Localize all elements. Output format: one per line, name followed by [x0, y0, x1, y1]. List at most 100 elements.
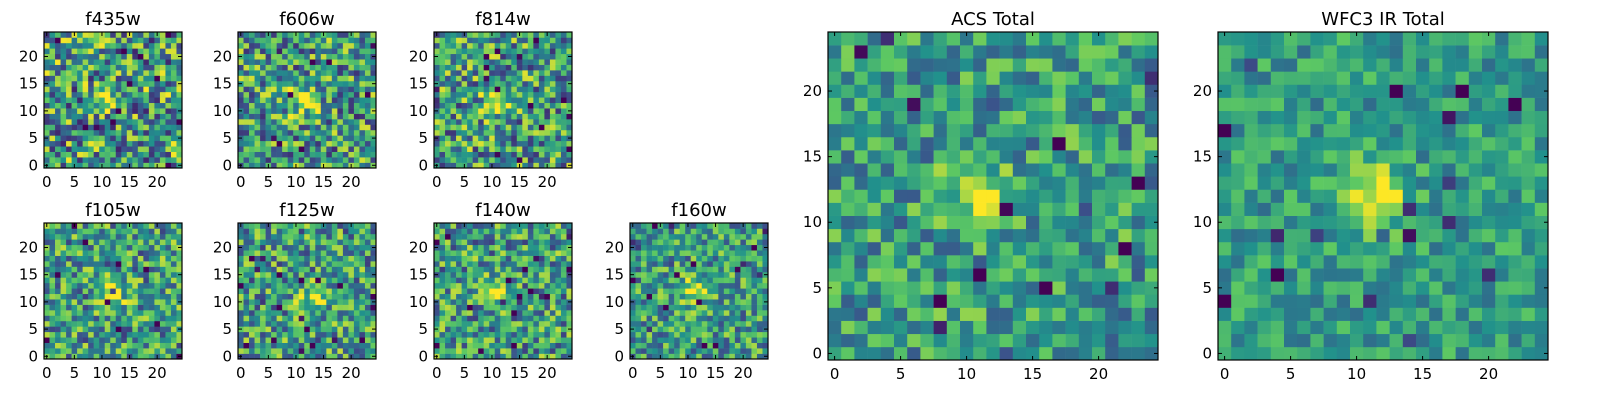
heatmap-cell — [99, 255, 106, 262]
heatmap-cell — [544, 331, 551, 338]
heatmap-cell — [309, 250, 316, 256]
heatmap-cell — [44, 261, 50, 267]
heatmap-cell — [516, 228, 523, 235]
heatmap-cell — [115, 151, 122, 158]
heatmap-cell — [544, 48, 551, 55]
heatmap-cell — [342, 271, 349, 278]
heatmap-cell — [121, 140, 128, 147]
heatmap-cell — [696, 244, 703, 251]
heatmap-cell — [359, 70, 366, 76]
heatmap-cell — [657, 233, 664, 240]
heatmap-cell — [77, 239, 83, 246]
heatmap-cell — [110, 48, 117, 55]
heatmap-cell — [238, 250, 244, 256]
heatmap-cell — [538, 326, 545, 333]
heatmap-cell — [756, 326, 763, 333]
heatmap-cell — [110, 255, 117, 262]
heatmap-cell — [707, 342, 714, 349]
heatmap-cell — [348, 228, 355, 235]
heatmap-cell — [685, 337, 692, 343]
heatmap-cell — [121, 146, 128, 152]
heatmap-cell — [154, 91, 161, 98]
heatmap-cell — [77, 102, 83, 109]
heatmap-cell — [663, 326, 669, 333]
heatmap-cell — [478, 282, 484, 289]
heatmap-cell — [1105, 189, 1119, 203]
heatmap-cell — [298, 113, 305, 120]
heatmap-cell — [320, 146, 327, 152]
heatmap-cell — [55, 113, 61, 120]
heatmap-cell — [254, 239, 261, 246]
heatmap-cell — [933, 255, 948, 269]
heatmap-cell — [439, 326, 446, 333]
heatmap-cell — [538, 42, 545, 49]
heatmap-cell — [467, 271, 473, 278]
heatmap-cell — [456, 326, 462, 333]
heatmap-cell — [500, 277, 507, 284]
heatmap-cell — [489, 255, 496, 262]
heatmap-cell — [527, 140, 534, 147]
heatmap-cell — [249, 124, 255, 131]
heatmap-cell — [115, 108, 122, 114]
heatmap-cell — [342, 342, 349, 349]
heatmap-cell — [690, 239, 697, 246]
heatmap-cell — [560, 342, 567, 349]
heatmap-cell — [729, 261, 736, 267]
heatmap-cell — [549, 75, 556, 82]
heatmap-cell — [110, 91, 117, 98]
heatmap-cell — [566, 310, 573, 316]
heatmap-cell — [66, 124, 72, 131]
heatmap-cell — [143, 151, 150, 158]
heatmap-cell — [93, 32, 100, 38]
heatmap-cell — [176, 42, 183, 49]
x-tick-label: 0 — [42, 173, 52, 191]
heatmap-cell — [450, 97, 457, 104]
heatmap-cell — [483, 228, 490, 235]
heatmap-cell — [668, 304, 675, 311]
heatmap-cell — [511, 223, 518, 229]
heatmap-cell — [690, 288, 697, 295]
heatmap-cell — [549, 119, 556, 125]
heatmap-cell — [751, 228, 758, 235]
heatmap-cell — [342, 86, 349, 93]
heatmap-cell — [265, 310, 272, 316]
heatmap-cell — [110, 75, 117, 82]
heatmap-cell — [674, 342, 680, 349]
heatmap-cell — [522, 315, 529, 322]
heatmap-cell — [494, 86, 501, 93]
heatmap-cell — [522, 53, 529, 60]
heatmap-cell — [55, 310, 61, 316]
heatmap-cell — [467, 32, 473, 38]
heatmap-cell — [707, 266, 714, 273]
heatmap-cell — [630, 293, 636, 300]
heatmap-cell — [282, 342, 288, 349]
heatmap-cell — [973, 241, 987, 256]
heatmap-cell — [500, 266, 507, 273]
heatmap-cell — [159, 119, 166, 125]
heatmap-cell — [159, 310, 166, 316]
heatmap-cell — [880, 176, 895, 190]
heatmap-cell — [44, 228, 50, 235]
heatmap-cell — [287, 91, 294, 98]
heatmap-cell — [560, 32, 567, 38]
heatmap-cell — [298, 53, 305, 60]
heatmap-cell — [66, 250, 72, 256]
heatmap-cell — [511, 304, 518, 311]
heatmap-cell — [88, 53, 94, 60]
heatmap-cell — [154, 108, 161, 114]
heatmap-cell — [320, 304, 327, 311]
heatmap-cell — [99, 310, 106, 316]
heatmap-cell — [505, 102, 512, 109]
heatmap-cell — [287, 113, 294, 120]
heatmap-cell — [44, 331, 50, 338]
heatmap-cell — [560, 239, 567, 246]
heatmap-cell — [331, 53, 338, 60]
heatmap-cell — [478, 353, 484, 360]
heatmap-cell — [337, 293, 344, 300]
heatmap-cell — [933, 228, 948, 243]
heatmap-cell — [55, 151, 61, 158]
heatmap-cell — [364, 342, 371, 349]
heatmap-cell — [894, 255, 908, 269]
heatmap-cell — [701, 250, 708, 256]
heatmap-cell — [445, 331, 451, 338]
